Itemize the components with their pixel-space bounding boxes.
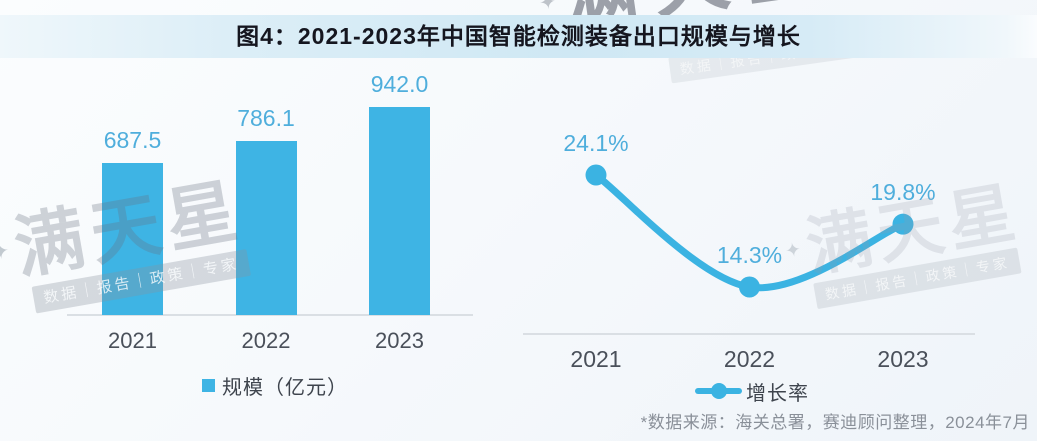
point-value-label: 19.8%	[870, 179, 936, 206]
point-value-label: 14.3%	[716, 242, 783, 268]
bar-legend-label: 规模（亿元）	[222, 376, 348, 399]
figure-title-bar: 图4：2021-2023年中国智能检测装备出口规模与增长	[0, 15, 1037, 58]
data-point-2022	[739, 276, 760, 298]
line-x-tick-2021: 2021	[570, 346, 622, 372]
bar-chart-x-axis	[67, 314, 473, 316]
legend-dot	[710, 383, 727, 399]
bar-value-label: 687.5	[103, 127, 162, 153]
figure-title: 图4：2021-2023年中国智能检测装备出口规模与增长	[236, 23, 801, 49]
legend-square-swatch	[202, 378, 215, 392]
line-chart-x-axis	[523, 333, 975, 335]
bar-2022	[235, 141, 297, 315]
bar-x-tick-2021: 2021	[108, 328, 157, 353]
data-source-note: *数据来源：海关总署，赛迪顾问整理，2024年7月	[640, 413, 1030, 432]
data-point-2021	[585, 164, 607, 186]
legend-line-dot-marker	[695, 377, 742, 405]
data-point-2023	[892, 213, 914, 235]
line-legend-label: 增长率	[746, 382, 809, 405]
bar-chart-legend: 规模（亿元）	[202, 371, 348, 399]
bar-value-label: 942.0	[370, 71, 429, 97]
point-value-label: 24.1%	[563, 130, 629, 156]
line-x-tick-2022: 2022	[723, 346, 776, 372]
line-chart-legend: 增长率	[695, 377, 809, 405]
bar-x-tick-2023: 2023	[375, 328, 424, 353]
bar-2023	[369, 107, 430, 315]
bar-value-label: 786.1	[237, 105, 295, 131]
bar-x-tick-2022: 2022	[241, 328, 291, 353]
line-x-tick-2023: 2023	[877, 346, 929, 372]
bar-2021	[102, 163, 163, 315]
